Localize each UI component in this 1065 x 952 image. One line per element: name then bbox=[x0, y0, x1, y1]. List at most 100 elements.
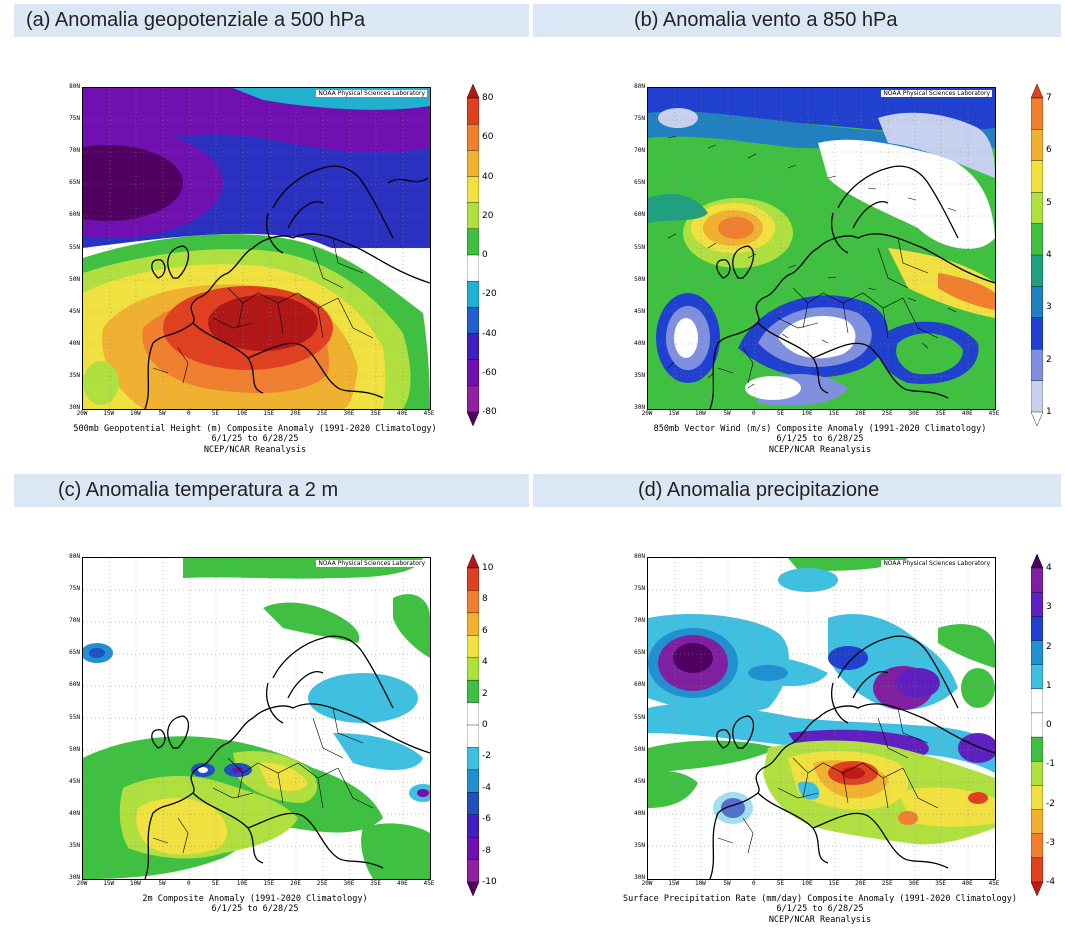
lon-tick-label: 10E bbox=[236, 880, 248, 887]
panel-a-caption-2: 6/1/25 to 6/28/25 bbox=[211, 434, 299, 444]
colorbar-label: 6 bbox=[1046, 145, 1052, 156]
lon-tick-label: 0 bbox=[751, 410, 756, 417]
lon-tick-label: 25E bbox=[316, 410, 328, 417]
lat-tick-label: 40N bbox=[69, 339, 80, 347]
lat-tick-label: 70N bbox=[69, 617, 80, 625]
lat-tick-label: 30N bbox=[634, 404, 645, 411]
colorbar-label: 0 bbox=[482, 720, 488, 730]
colorbar-segment bbox=[1031, 712, 1043, 738]
lon-tick-label: 35E bbox=[935, 880, 947, 887]
lon-tick-label: 0 bbox=[186, 880, 191, 887]
lon-tick-label: 10W bbox=[129, 410, 141, 417]
lon-tick-label: 25E bbox=[881, 880, 893, 887]
lon-tick-label: 25E bbox=[316, 880, 328, 887]
lon-tick-label: 35E bbox=[370, 880, 382, 887]
lat-tick-label: 60N bbox=[69, 211, 80, 219]
colorbar-segment bbox=[467, 411, 479, 426]
lon-tick-label: 10E bbox=[236, 410, 248, 417]
panel-c-title-bar: (c) Anomalia temperatura a 2 m bbox=[14, 474, 529, 507]
lon-tick-label: 20W bbox=[76, 410, 88, 417]
lat-tick-label: 40N bbox=[69, 809, 80, 817]
panel-d-caption-3: NCEP/NCAR Reanalysis bbox=[768, 915, 872, 925]
colorbar-label: 4 bbox=[1046, 250, 1052, 260]
lon-tick-label: 45E bbox=[423, 410, 435, 417]
panel-c-map: NOAA Physical Sciences Laboratory bbox=[82, 557, 431, 880]
colorbar-label: -8 bbox=[482, 845, 491, 856]
lon-tick-label: 20E bbox=[290, 880, 301, 887]
lon-tick-label: 10W bbox=[694, 880, 706, 887]
colorbar-segment bbox=[1031, 857, 1043, 883]
lon-tick-label: 15W bbox=[668, 880, 680, 887]
colorbar-label: -4 bbox=[482, 782, 491, 793]
lon-tick-label: 10E bbox=[801, 880, 813, 887]
panel-c-title: (c) Anomalia temperatura a 2 m bbox=[58, 479, 339, 501]
lon-tick-label: 5E bbox=[776, 410, 785, 417]
colorbar-segment bbox=[467, 567, 479, 592]
panel-a-caption-1: 500mb Geopotential Height (m) Composite … bbox=[73, 424, 437, 434]
colorbar-label: 7 bbox=[1046, 93, 1052, 103]
colorbar-label: -20 bbox=[482, 289, 497, 300]
colorbar-label: 4 bbox=[482, 657, 488, 668]
lat-tick-label: 45N bbox=[69, 307, 80, 315]
panel-b-credit: NOAA Physical Sciences Laboratory bbox=[881, 90, 992, 97]
lon-tick-label: 30E bbox=[343, 880, 355, 887]
colorbar-segment bbox=[467, 881, 479, 896]
colorbar-label: 40 bbox=[482, 171, 494, 182]
colorbar-label: -3 bbox=[1046, 837, 1055, 848]
lon-tick-label: 10E bbox=[801, 410, 813, 417]
colorbar-label: -10 bbox=[482, 877, 497, 887]
lon-tick-label: 30E bbox=[908, 410, 920, 417]
lon-tick-label: 35E bbox=[935, 410, 947, 417]
panel-b-caption-1: 850mb Vector Wind (m/s) Composite Anomal… bbox=[653, 424, 987, 434]
colorbar-label: 8 bbox=[482, 594, 488, 605]
colorbar-label: 2 bbox=[1046, 641, 1052, 652]
lat-tick-label: 70N bbox=[634, 617, 645, 625]
lon-tick-label: 30E bbox=[343, 410, 355, 417]
panel-d-credit: NOAA Physical Sciences Laboratory bbox=[881, 560, 992, 567]
lat-tick-label: 80N bbox=[69, 553, 80, 560]
colorbar-label: 0 bbox=[482, 250, 488, 260]
panel-b-colorbar bbox=[1031, 84, 1043, 426]
panel-a-credit: NOAA Physical Sciences Laboratory bbox=[316, 90, 427, 97]
panel-d-caption-2: 6/1/25 to 6/28/25 bbox=[776, 904, 864, 914]
colorbar-segment bbox=[1031, 380, 1043, 413]
lat-tick-label: 35N bbox=[634, 841, 645, 849]
colorbar-segment bbox=[467, 150, 479, 178]
colorbar-label: 60 bbox=[482, 132, 494, 143]
lon-tick-label: 5W bbox=[158, 410, 166, 417]
lon-tick-label: 15E bbox=[828, 880, 840, 887]
lat-tick-label: 60N bbox=[634, 681, 645, 689]
lon-tick-label: 20W bbox=[641, 880, 653, 887]
lon-tick-label: 20E bbox=[855, 410, 866, 417]
lat-tick-label: 55N bbox=[69, 243, 80, 251]
lon-tick-label: 5E bbox=[776, 880, 785, 887]
lon-tick-label: 10W bbox=[694, 410, 706, 417]
colorbar-segment bbox=[1031, 688, 1043, 714]
colorbar-segment bbox=[1031, 160, 1043, 193]
colorbar-segment bbox=[1031, 833, 1043, 859]
lon-tick-label: 15W bbox=[668, 410, 680, 417]
colorbar-segment bbox=[467, 702, 479, 726]
colorbar-segment bbox=[1031, 640, 1043, 666]
lat-tick-label: 75N bbox=[69, 115, 80, 123]
colorbar-label: 10 bbox=[482, 563, 494, 573]
lon-tick-label: 20E bbox=[855, 880, 866, 887]
colorbar-segment bbox=[1031, 591, 1043, 618]
lon-tick-label: 40E bbox=[961, 410, 973, 417]
lat-tick-label: 70N bbox=[69, 147, 80, 155]
panel-b-caption-2: 6/1/25 to 6/28/25 bbox=[776, 434, 864, 444]
panel-c-colorbar bbox=[467, 554, 479, 896]
colorbar-segment bbox=[1031, 809, 1043, 835]
lat-tick-label: 50N bbox=[634, 745, 645, 753]
lat-tick-label: 35N bbox=[69, 371, 80, 379]
colorbar-segment bbox=[1031, 761, 1043, 787]
colorbar-segment bbox=[1031, 97, 1043, 131]
lat-tick-label: 30N bbox=[634, 874, 645, 881]
lat-tick-label: 65N bbox=[634, 179, 645, 187]
colorbar-segment bbox=[1031, 84, 1043, 99]
lat-tick-label: 30N bbox=[69, 404, 80, 411]
colorbar-segment bbox=[467, 254, 479, 282]
panel-c-caption-1: 2m Composite Anomaly (1991-2020 Climatol… bbox=[142, 894, 368, 904]
lon-tick-label: 15E bbox=[263, 880, 275, 887]
panel-d-title-bar: (d) Anomalia precipitazione bbox=[533, 474, 1061, 507]
